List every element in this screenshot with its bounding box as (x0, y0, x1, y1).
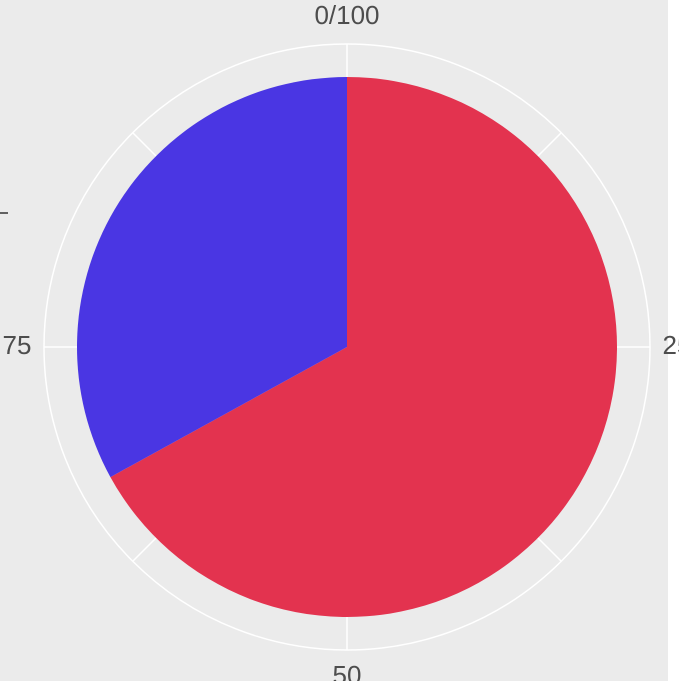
pie-slice-0 (110, 77, 618, 618)
tick-label-0: 0/100 (314, 0, 379, 30)
tick-label-75: 75 (3, 330, 32, 360)
angular-tick-labels: 0/100 25 50 75 (3, 0, 679, 681)
slices (77, 77, 618, 618)
tick-label-50: 50 (333, 660, 362, 681)
pie-slice-1 (77, 77, 347, 478)
tick-label-25: 25 (663, 330, 679, 360)
